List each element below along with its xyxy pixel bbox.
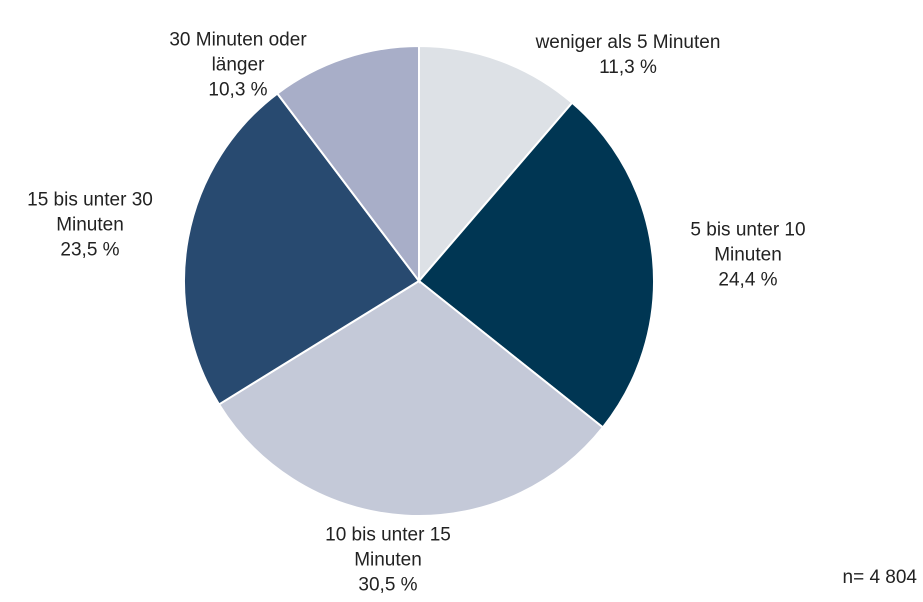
category-label: 10 bis unter 15 Minuten xyxy=(325,524,451,571)
sample-size-note: n= 4 804 xyxy=(842,567,918,588)
pie-slice xyxy=(417,101,655,429)
slice-label: 5 bis unter 10 Minuten 24,4 % xyxy=(668,218,828,293)
category-label: 5 bis unter 10 Minuten xyxy=(690,219,806,266)
pie-slice xyxy=(275,44,420,284)
pie-slice xyxy=(217,279,605,517)
value-label: 23,5 % xyxy=(60,239,120,261)
category-label: weniger als 5 Minuten xyxy=(535,32,721,53)
value-label: 24,4 % xyxy=(718,269,778,291)
value-label: 30,5 % xyxy=(358,574,418,596)
slice-label: weniger als 5 Minuten 11,3 % xyxy=(498,30,758,80)
slice-label: 10 bis unter 15 Minuten 30,5 % xyxy=(301,523,476,598)
slice-label: 15 bis unter 30 Minuten 23,5 % xyxy=(3,188,178,263)
value-label: 11,3 % xyxy=(599,57,657,78)
pie-slice xyxy=(183,92,421,406)
pie-slice xyxy=(418,44,574,284)
category-label: 30 Minuten oder länger xyxy=(169,29,307,76)
slice-label: 30 Minuten oder länger 10,3 % xyxy=(143,28,333,103)
category-label: 15 bis unter 30 Minuten xyxy=(27,189,153,236)
value-label: 10,3 % xyxy=(208,79,268,101)
